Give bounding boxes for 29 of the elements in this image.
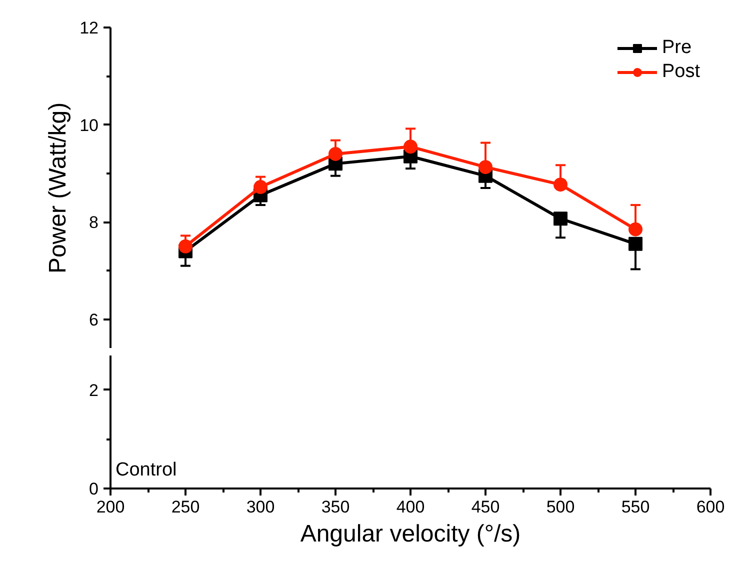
annotation: Control (116, 460, 177, 480)
x-axis-title: Angular velocity (°/s) (300, 520, 521, 548)
x-tick-label: 450 (471, 498, 500, 516)
x-tick-label: 250 (171, 498, 200, 516)
y-tick-label: 12 (80, 18, 99, 38)
point (628, 222, 642, 236)
y-tick-label: 0 (89, 480, 99, 498)
x-tick-label: 300 (246, 498, 275, 516)
y-tick-label: 10 (80, 116, 99, 135)
legend-label: Pre (662, 37, 692, 59)
x-tick-label: 200 (96, 498, 125, 516)
x-tick-label: 550 (621, 498, 650, 516)
point (554, 178, 568, 192)
point (628, 236, 642, 251)
x-tick-label: 600 (696, 498, 725, 516)
point (478, 160, 492, 174)
point (254, 180, 268, 194)
point (554, 212, 568, 226)
legend-label: Post (662, 61, 700, 83)
point (328, 146, 342, 161)
y-tick-label: 8 (89, 213, 99, 232)
point (178, 239, 192, 254)
y-tick-label: 6 (89, 310, 99, 330)
x-tick-label: 350 (321, 498, 350, 516)
y-axis-title: Power (Watt/kg) (44, 102, 72, 274)
x-tick-label: 400 (396, 498, 425, 516)
y-tick-label: 2 (89, 380, 99, 400)
x-tick-label: 500 (546, 498, 575, 516)
point (404, 140, 418, 154)
